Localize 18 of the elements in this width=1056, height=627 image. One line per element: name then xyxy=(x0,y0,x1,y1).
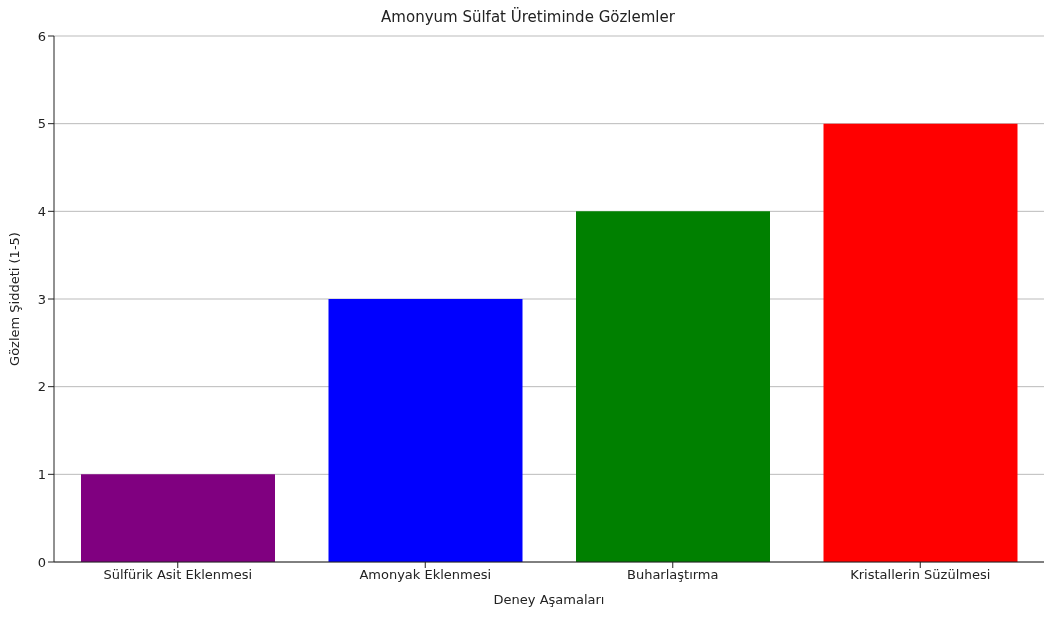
y-tick-label: 4 xyxy=(37,203,46,219)
y-tick-label: 1 xyxy=(37,466,46,482)
y-tick-label: 3 xyxy=(37,291,46,307)
bar xyxy=(823,123,1018,562)
x-tick-label: Sülfürik Asit Eklenmesi xyxy=(103,567,253,583)
chart-title: Amonyum Sülfat Üretiminde Gözlemler xyxy=(380,8,676,26)
bar xyxy=(328,299,523,562)
y-tick-label: 6 xyxy=(37,28,46,44)
y-tick-label: 5 xyxy=(37,116,46,132)
x-tick-label: Buharlaştırma xyxy=(626,567,719,583)
bar xyxy=(81,474,275,562)
x-tick-label: Kristallerin Süzülmesi xyxy=(850,567,991,583)
y-tick-label: 2 xyxy=(37,379,46,395)
y-axis-title: Gözlem Şiddeti (1-5) xyxy=(6,232,22,366)
x-axis-title: Deney Aşamaları xyxy=(493,592,605,607)
bar xyxy=(576,211,770,562)
x-tick-label: Amonyak Eklenmesi xyxy=(359,567,492,583)
y-tick-label: 0 xyxy=(37,554,46,570)
